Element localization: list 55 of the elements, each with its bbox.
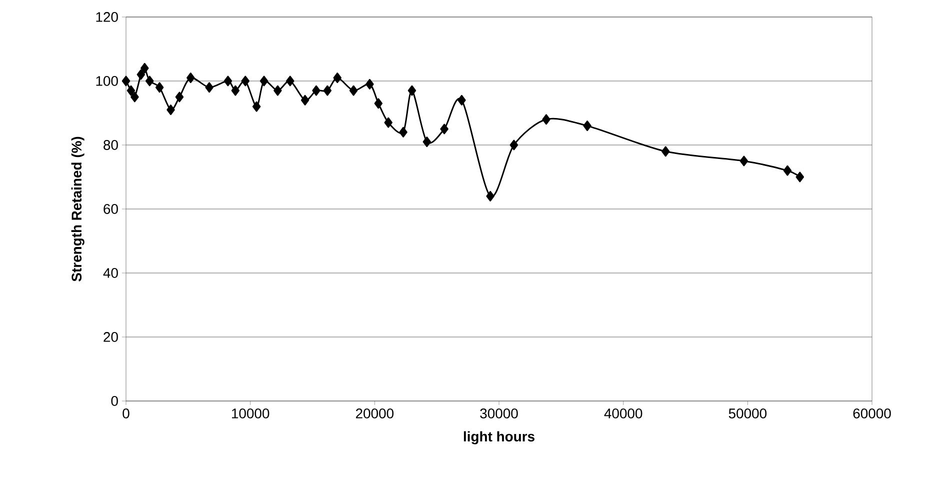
y-tick-label: 120 xyxy=(96,12,118,22)
point xyxy=(349,85,358,96)
x-tick-label: 0 xyxy=(122,408,130,418)
point xyxy=(384,117,392,128)
y-tick-label: 40 xyxy=(103,268,118,278)
point xyxy=(486,190,494,202)
point xyxy=(130,92,139,102)
x-tick-label: 20000 xyxy=(356,408,394,418)
point xyxy=(300,94,310,106)
point xyxy=(224,76,232,86)
point xyxy=(146,76,154,86)
point xyxy=(796,172,804,182)
y-tick-label: 80 xyxy=(104,140,118,150)
point xyxy=(155,82,164,93)
y-tick-label: 100 xyxy=(96,76,118,86)
point xyxy=(252,101,261,112)
point xyxy=(740,156,748,166)
point xyxy=(126,85,136,96)
point xyxy=(140,62,149,74)
point xyxy=(241,76,250,86)
point xyxy=(510,140,518,150)
y-axis-title: Strength Retained (%) xyxy=(71,136,84,282)
point xyxy=(333,72,342,84)
point xyxy=(136,69,146,80)
point xyxy=(175,92,184,102)
point xyxy=(122,76,130,86)
point xyxy=(312,85,320,96)
point xyxy=(408,85,416,96)
point xyxy=(458,94,466,106)
point xyxy=(661,146,670,157)
y-tick-label: 60 xyxy=(104,204,118,214)
point xyxy=(422,136,431,148)
x-tick-label: 10000 xyxy=(232,408,270,418)
point xyxy=(286,76,294,86)
x-axis-title: light hours xyxy=(464,431,534,444)
point xyxy=(166,104,175,116)
point xyxy=(440,124,448,134)
y-tick-label: 20 xyxy=(104,332,118,342)
point xyxy=(783,165,792,176)
point xyxy=(366,78,374,90)
x-tick-label: 30000 xyxy=(480,408,518,418)
point xyxy=(323,85,332,96)
x-tick-label: 60000 xyxy=(853,408,891,418)
point xyxy=(205,82,214,93)
point xyxy=(583,120,592,132)
point xyxy=(542,114,550,125)
point xyxy=(399,126,408,138)
point xyxy=(274,85,282,96)
point xyxy=(186,72,195,84)
x-tick-label: 50000 xyxy=(728,408,767,418)
point xyxy=(231,85,240,96)
y-tick-label: 0 xyxy=(111,396,118,406)
point xyxy=(374,98,383,109)
point xyxy=(260,76,268,86)
x-tick-label: 40000 xyxy=(604,408,642,418)
